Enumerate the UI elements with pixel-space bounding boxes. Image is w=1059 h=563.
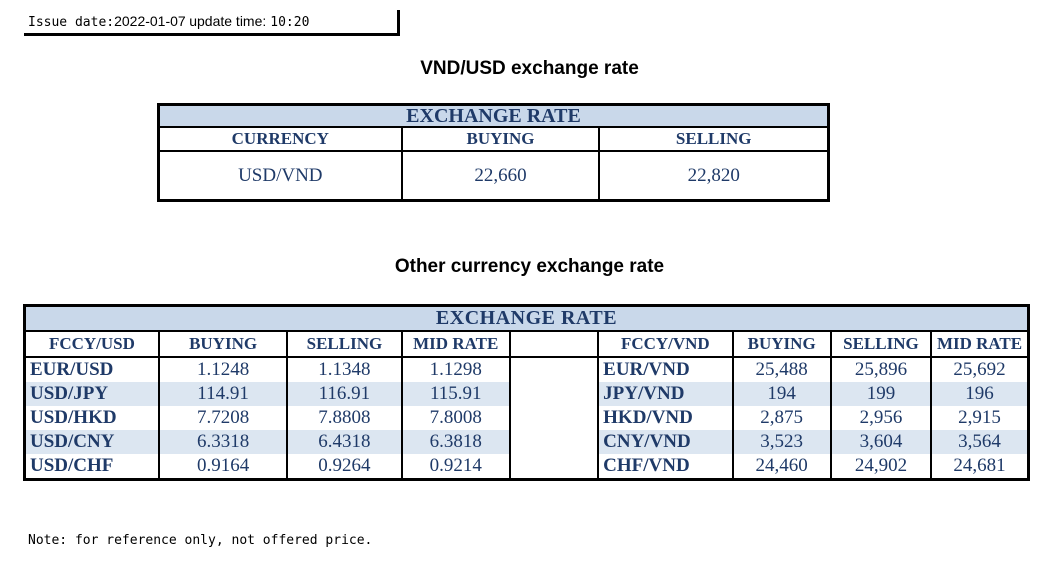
mid-usd: 6.3818 [401,430,511,454]
pair-usd: USD/JPY [24,382,160,406]
mid-usd: 0.9214 [401,454,511,480]
pair-vnd: EUR/VND [598,357,734,382]
spacer-cell [509,382,600,406]
header-currency: CURRENCY [158,127,403,152]
cell-buying: 22,660 [401,151,601,201]
issue-date-label: Issue date: [28,15,115,30]
reference-note: Note: for reference only, not offered pr… [28,533,373,548]
other-currency-title: Other currency exchange rate [394,256,665,277]
buy-vnd: 194 [732,382,832,406]
mid-usd: 115.91 [401,382,511,406]
sell-vnd: 24,902 [830,454,933,480]
sell-usd: 6.4318 [287,430,403,454]
exchange-rate-band: EXCHANGE RATE [158,104,829,128]
vnd-usd-table: EXCHANGE RATE CURRENCY BUYING SELLING US… [157,103,830,202]
mid-vnd: 3,564 [931,430,1029,454]
spacer-cell [509,406,600,430]
buy-usd: 1.1248 [158,357,289,382]
buy-usd: 0.9164 [158,454,289,480]
buy-usd: 114.91 [158,382,289,406]
buy-vnd: 24,460 [732,454,832,480]
header-spacer [509,331,600,358]
sell-usd: 7.8808 [287,406,403,430]
header-selling: SELLING [599,127,829,152]
buy-vnd: 25,488 [732,357,832,382]
update-time-label: update time: [189,13,267,29]
mid-usd: 7.8008 [401,406,511,430]
mid-vnd: 25,692 [953,359,1006,380]
mid-usd: 1.1298 [401,357,511,382]
cell-currency: USD/VND [158,151,403,201]
spacer-cell [509,357,600,382]
vnd-usd-title: VND/USD exchange rate [420,58,639,79]
mid-vnd: 24,681 [953,455,1006,476]
cell-selling: 22,820 [687,164,740,186]
sell-vnd: 2,956 [830,406,933,430]
header-buying: BUYING [158,331,289,358]
exchange-rate-band: EXCHANGE RATE [24,305,1029,332]
header-fccy-vnd: FCCY/VND [598,331,734,358]
header-buying: BUYING [401,127,601,152]
sell-vnd: 199 [830,382,933,406]
header-fccy-usd: FCCY/USD [24,331,160,358]
pair-vnd: CHF/VND [598,454,734,480]
pair-usd: USD/CNY [24,430,160,454]
sell-vnd: 25,896 [830,357,933,382]
other-currency-table: EXCHANGE RATE FCCY/USD BUYING SELLING MI… [23,304,1030,481]
header-buying: BUYING [732,331,832,358]
issue-date-value: 2022-01-07 [114,13,186,29]
sell-vnd: 3,604 [830,430,933,454]
sell-usd: 1.1348 [287,357,403,382]
table-row: USD/CNY 6.3318 6.4318 6.3818 CNY/VND 3,5… [24,430,1029,454]
pair-usd: USD/CHF [24,454,160,480]
pair-usd: EUR/USD [24,357,160,382]
spacer-cell [509,454,600,480]
pair-vnd: JPY/VND [598,382,734,406]
table-row: EUR/USD 1.1248 1.1348 1.1298 EUR/VND 25,… [24,357,1029,382]
table-row: USD/JPY 114.91 116.91 115.91 JPY/VND 194… [24,382,1029,406]
issue-date-box: Issue date:2022-01-07 update time: 10:20 [24,10,400,36]
pair-vnd: CNY/VND [598,430,734,454]
header-mid-rate: MID RATE [931,331,1029,358]
mid-vnd: 196 [931,382,1029,406]
pair-vnd: HKD/VND [598,406,734,430]
update-time-value: 10:20 [270,15,310,30]
header-mid-rate: MID RATE [401,331,511,358]
spacer-cell [509,430,600,454]
header-selling: SELLING [287,331,403,358]
table-row: USD/HKD 7.7208 7.8808 7.8008 HKD/VND 2,8… [24,406,1029,430]
mid-vnd: 2,915 [958,407,1001,428]
buy-usd: 7.7208 [158,406,289,430]
table-row: USD/CHF 0.9164 0.9264 0.9214 CHF/VND 24,… [24,454,1029,480]
sell-usd: 0.9264 [287,454,403,480]
buy-vnd: 3,523 [732,430,832,454]
pair-usd: USD/HKD [24,406,160,430]
sell-usd: 116.91 [287,382,403,406]
buy-usd: 6.3318 [158,430,289,454]
buy-vnd: 2,875 [732,406,832,430]
header-selling: SELLING [830,331,933,358]
